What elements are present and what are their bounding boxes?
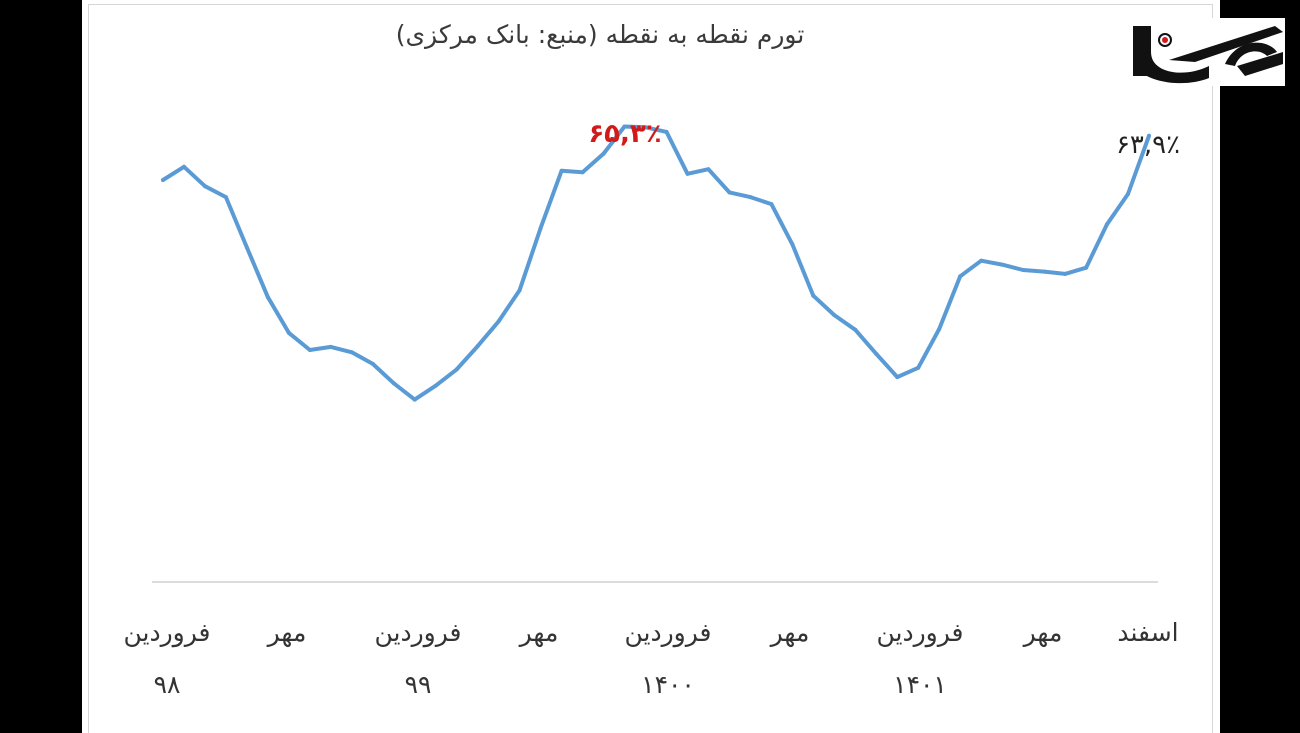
- x-tick-label: فروردین: [876, 618, 963, 648]
- data-point: [538, 226, 543, 231]
- data-point: [244, 245, 249, 250]
- data-point: [643, 125, 648, 130]
- data-point: [979, 258, 984, 263]
- panel-border-right: [1212, 4, 1213, 733]
- x-tick-year-label: ۹۹: [405, 670, 432, 699]
- x-tick-year-label: ۱۴۰۰: [641, 670, 695, 699]
- data-point: [182, 164, 186, 169]
- chart-title: تورم نقطه به نقطه (منبع: بانک مرکزی): [396, 20, 805, 50]
- data-point: [895, 375, 900, 380]
- data-point: [496, 319, 501, 324]
- panel-border-left: [88, 4, 89, 733]
- inflation-series-line: [161, 124, 1151, 402]
- x-tick-year-label: ۱۴۰۱: [893, 670, 947, 699]
- brand-logo: [1125, 18, 1285, 86]
- data-point: [1147, 133, 1151, 138]
- data-point: [161, 178, 165, 182]
- x-tick-year-label: ۹۸: [154, 670, 181, 699]
- data-point: [517, 288, 522, 293]
- data-point: [307, 348, 312, 352]
- data-point: [265, 295, 270, 300]
- data-point: [1042, 269, 1047, 274]
- data-point: [685, 171, 690, 176]
- x-tick-label: مهر: [1022, 618, 1063, 648]
- data-point: [370, 361, 375, 366]
- data-point: [580, 170, 585, 175]
- x-tick-label: مهر: [769, 618, 810, 648]
- data-point: [391, 381, 396, 386]
- data-point: [811, 293, 816, 298]
- x-tick-label: فروردین: [123, 618, 210, 648]
- data-point: [1084, 265, 1089, 270]
- data-point: [328, 344, 333, 349]
- x-tick-label: فروردین: [624, 618, 711, 648]
- data-point: [1000, 262, 1005, 267]
- data-point: [412, 397, 417, 402]
- data-point: [1105, 222, 1109, 227]
- data-point: [874, 351, 879, 356]
- data-point: [958, 274, 963, 279]
- x-tick-label: مهر: [518, 618, 559, 648]
- data-point: [433, 383, 438, 388]
- x-tick-label: فروردین: [374, 618, 461, 648]
- data-point: [790, 242, 795, 247]
- data-point: [1021, 268, 1026, 272]
- data-point: [203, 184, 207, 189]
- data-point: [349, 350, 354, 355]
- x-tick-label: مهر: [266, 618, 307, 648]
- data-point: [832, 313, 837, 318]
- data-point: [937, 327, 942, 331]
- logo-mark: [1133, 26, 1283, 84]
- data-point: [916, 365, 921, 370]
- data-point: [727, 190, 732, 195]
- peak-value-label: ۶۵,۳٪: [588, 119, 661, 149]
- data-point: [622, 124, 627, 129]
- data-point: [769, 202, 774, 207]
- chart-panel: [82, 0, 1220, 733]
- panel-border-top: [88, 4, 1212, 5]
- x-tick-label: اسفند: [1117, 618, 1178, 647]
- data-point: [559, 168, 564, 173]
- last-value-label: ۶۳,۹٪: [1116, 130, 1180, 160]
- data-point: [454, 367, 459, 372]
- data-point: [1063, 271, 1068, 276]
- data-point: [286, 330, 291, 335]
- data-point: [1126, 192, 1130, 196]
- data-point: [475, 344, 480, 349]
- data-point: [706, 167, 711, 172]
- data-point: [853, 327, 858, 332]
- x-tick-labels: فروردین ۹۸ مهر فروردین ۹۹ مهر فروردین ۱۴۰۰ مهر فر…: [123, 618, 1178, 699]
- data-point: [664, 129, 669, 134]
- data-point: [748, 195, 753, 200]
- series-layer: [161, 124, 1151, 402]
- data-point: [601, 151, 606, 156]
- data-point: [223, 195, 228, 200]
